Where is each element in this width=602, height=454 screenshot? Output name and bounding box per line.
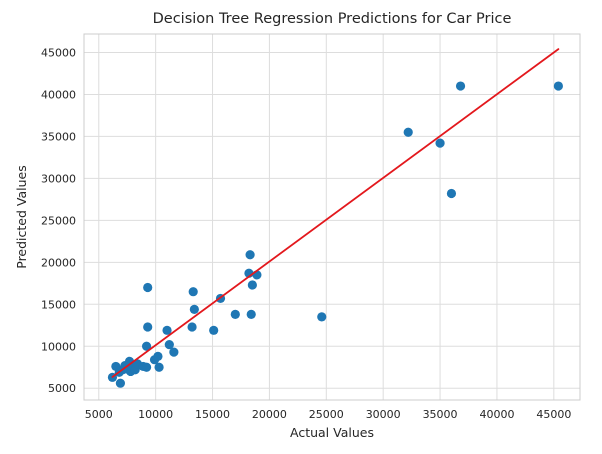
y-tick-label: 15000 [41, 298, 76, 311]
data-point [435, 138, 445, 148]
data-point [446, 188, 457, 199]
data-point [230, 309, 240, 319]
x-tick-label: 10000 [138, 408, 173, 421]
data-point [246, 309, 256, 319]
data-point [143, 322, 153, 332]
x-tick-label: 30000 [366, 408, 401, 421]
y-axis-label: Predicted Values [14, 165, 29, 269]
data-point [154, 362, 164, 372]
y-tick-label: 5000 [48, 382, 76, 395]
data-point [553, 81, 563, 91]
data-point [317, 312, 327, 322]
x-tick-label: 5000 [85, 408, 113, 421]
x-tick-label: 20000 [252, 408, 287, 421]
data-point [141, 362, 152, 372]
y-tick-label: 20000 [41, 256, 76, 269]
x-tick-label: 35000 [423, 408, 458, 421]
y-tick-label: 10000 [41, 340, 76, 353]
series-layer [107, 48, 563, 388]
data-point [403, 127, 413, 137]
data-point [209, 325, 219, 335]
data-point [189, 304, 199, 314]
x-axis-label: Actual Values [290, 425, 374, 440]
fit-line [111, 48, 560, 378]
y-tick-label: 45000 [41, 46, 76, 59]
data-point [169, 347, 179, 357]
data-point [455, 81, 466, 91]
data-point [187, 322, 197, 332]
data-point [141, 341, 152, 351]
y-tick-label: 30000 [41, 172, 76, 185]
data-point [247, 280, 257, 290]
x-tick-label: 15000 [195, 408, 230, 421]
y-tick-label: 35000 [41, 130, 76, 143]
chart-title: Decision Tree Regression Predictions for… [153, 11, 512, 27]
data-point [245, 250, 255, 260]
x-tick-label: 45000 [536, 408, 571, 421]
tick-labels: 5000 10000 15000 20000 25000 30000 35000 40000 4… [41, 46, 571, 421]
data-point [143, 282, 153, 293]
y-tick-label: 25000 [41, 214, 76, 227]
data-point [164, 339, 174, 350]
x-tick-label: 40000 [479, 408, 514, 421]
data-point [162, 325, 172, 335]
data-point [153, 351, 163, 361]
y-tick-label: 40000 [41, 88, 76, 101]
data-point [115, 378, 126, 388]
x-tick-label: 25000 [309, 408, 344, 421]
data-point [188, 287, 198, 297]
plot-border [83, 33, 581, 401]
